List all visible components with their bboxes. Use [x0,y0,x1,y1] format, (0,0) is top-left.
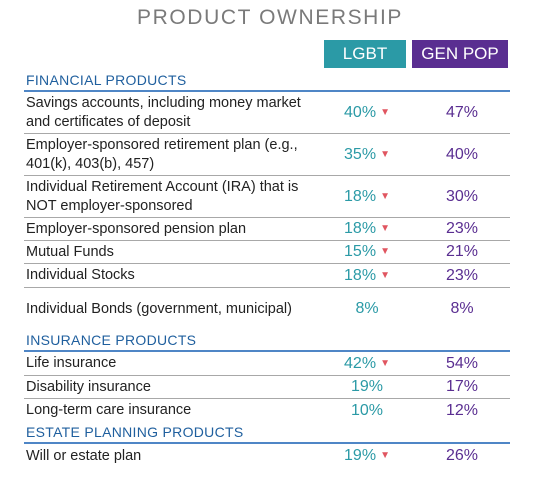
lgbt-value: 18% [344,220,377,237]
down-triangle-icon: ▼ [380,357,390,369]
table-row: Employer-sponsored retirement plan (e.g.… [24,134,510,176]
table-row: Long-term care insurance 10% 12% [24,399,510,422]
table-row: Savings accounts, including money market… [24,92,510,134]
lgbt-value-cell: 35% ▼ [326,146,408,164]
lgbt-value-cell: 15% ▼ [326,243,408,261]
down-triangle-icon: ▼ [380,106,390,118]
gen-pop-value: 47% [445,103,479,121]
gen-pop-value: 26% [445,447,479,464]
section-header: INSURANCE PRODUCTS [24,330,510,352]
gen-pop-value: 54% [445,354,479,372]
section-header: FINANCIAL PRODUCTS [24,70,510,92]
lgbt-value-cell: 18% ▼ [326,220,408,238]
down-triangle-icon: ▼ [380,190,390,202]
lgbt-value: 19% [344,447,377,464]
row-label: Will or estate plan [26,447,142,464]
column-header-lgbt: LGBT [324,40,406,68]
gen-pop-value: 23% [445,220,479,237]
row-label: Individual Stocks [26,267,135,283]
lgbt-value-cell: 8% [326,300,408,318]
lgbt-value-cell: 40% ▼ [326,104,408,122]
table-row: Individual Retirement Account (IRA) that… [24,176,510,218]
table-row: Mutual Funds 15% ▼ 21% [24,241,510,264]
down-triangle-icon: ▼ [380,223,390,234]
gen-pop-value: 23% [445,266,479,284]
lgbt-value-cell: 19% [326,378,408,396]
table-row: Employer-sponsored pension plan 18% ▼ 23% [24,218,510,241]
row-label: Mutual Funds [26,243,114,260]
table-row: Life insurance 42% ▼ 54% [24,352,510,376]
row-label: Individual Retirement Account (IRA) that… [26,178,299,214]
lgbt-value: 42% [344,354,377,372]
row-label: Long-term care insurance [26,402,192,418]
gen-pop-value: 40% [445,145,479,163]
section-header: ESTATE PLANNING PRODUCTS [24,422,510,444]
lgbt-value: 10% [350,401,384,419]
row-label: Individual Bonds (government, municipal) [26,300,292,317]
gen-pop-value: 12% [445,401,479,419]
lgbt-value: 18% [344,187,377,205]
lgbt-value: 15% [344,243,377,260]
lgbt-value-cell: 18% ▼ [326,188,408,206]
lgbt-value-cell: 42% ▼ [326,355,408,373]
row-label: Employer-sponsored retirement plan (e.g.… [26,136,298,172]
gen-pop-value: 8% [450,300,474,317]
row-label: Employer-sponsored pension plan [26,220,247,237]
down-triangle-icon: ▼ [380,450,390,461]
lgbt-value: 18% [344,266,377,284]
down-triangle-icon: ▼ [380,246,390,257]
table-row: Disability insurance 19% 17% [24,376,510,399]
lgbt-value-cell: 18% ▼ [326,267,408,285]
table-row: Will or estate plan 19% ▼ 26% [24,444,510,468]
gen-pop-value: 21% [445,243,479,260]
lgbt-value: 19% [350,378,384,395]
ownership-table: FINANCIAL PRODUCTS Savings accounts, incl… [24,70,510,468]
row-label: Savings accounts, including money market… [26,94,301,130]
chart-title: PRODUCT OWNERSHIP [137,6,403,29]
gen-pop-value: 17% [445,378,479,395]
lgbt-value-cell: 10% [326,402,408,420]
down-triangle-icon: ▼ [380,148,390,160]
lgbt-value-cell: 19% ▼ [326,447,408,465]
row-label: Life insurance [26,355,117,371]
table-row: Individual Bonds (government, municipal)… [24,288,510,330]
table-row: Individual Stocks 18% ▼ 23% [24,264,510,288]
lgbt-value: 35% [344,145,377,163]
lgbt-value: 8% [355,300,379,317]
lgbt-value: 40% [344,103,377,121]
column-header-gen-pop: GEN POP [412,40,508,68]
row-label: Disability insurance [26,378,151,395]
down-triangle-icon: ▼ [380,269,390,281]
gen-pop-value: 30% [445,187,479,205]
